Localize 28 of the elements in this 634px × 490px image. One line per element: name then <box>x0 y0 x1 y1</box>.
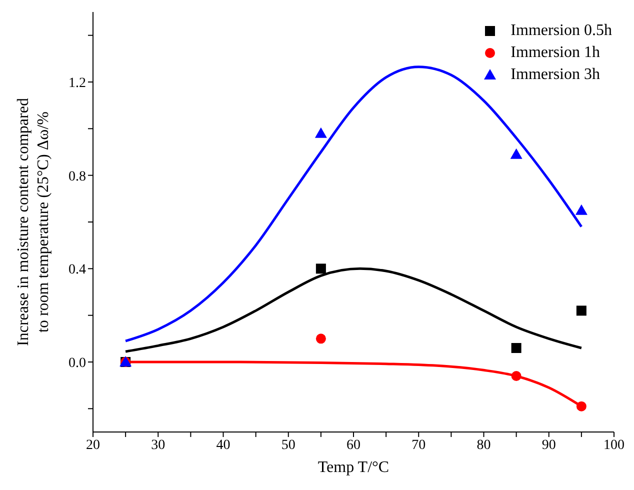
x-tick-label: 40 <box>216 438 230 453</box>
y-tick-label: 1.2 <box>68 76 86 91</box>
point <box>575 204 588 215</box>
x-tick-label: 100 <box>604 438 624 453</box>
point <box>510 148 522 159</box>
point <box>314 127 327 138</box>
x-axis-title: Temp T/°C <box>318 459 390 476</box>
y-tick-label: 0.4 <box>68 262 86 278</box>
legend-label: Immersion 1h <box>510 43 600 63</box>
x-tick-label: 20 <box>86 438 100 453</box>
point <box>576 401 586 412</box>
x-tick-label: 70 <box>412 438 426 453</box>
legend-label: Immersion 3h <box>510 65 600 85</box>
point <box>316 264 326 274</box>
y-axis-title: Increase in moisture content compared to room temperature (25°C) Δω/% <box>15 98 52 346</box>
x-tick-label: 80 <box>476 438 491 453</box>
legend-label: Immersion 0.5h <box>510 21 612 41</box>
y-tick-label: 0.8 <box>68 169 86 184</box>
x-tick-label: 30 <box>151 438 166 453</box>
x-tick-label: 60 <box>346 438 360 453</box>
point <box>576 306 586 316</box>
x-tick-label: 50 <box>281 438 296 453</box>
x-tick-label: 90 <box>542 438 556 453</box>
point <box>511 343 522 353</box>
line-series <box>124 267 583 353</box>
y-tick-label: 0.0 <box>68 356 86 371</box>
point <box>511 371 522 381</box>
point <box>316 334 326 344</box>
